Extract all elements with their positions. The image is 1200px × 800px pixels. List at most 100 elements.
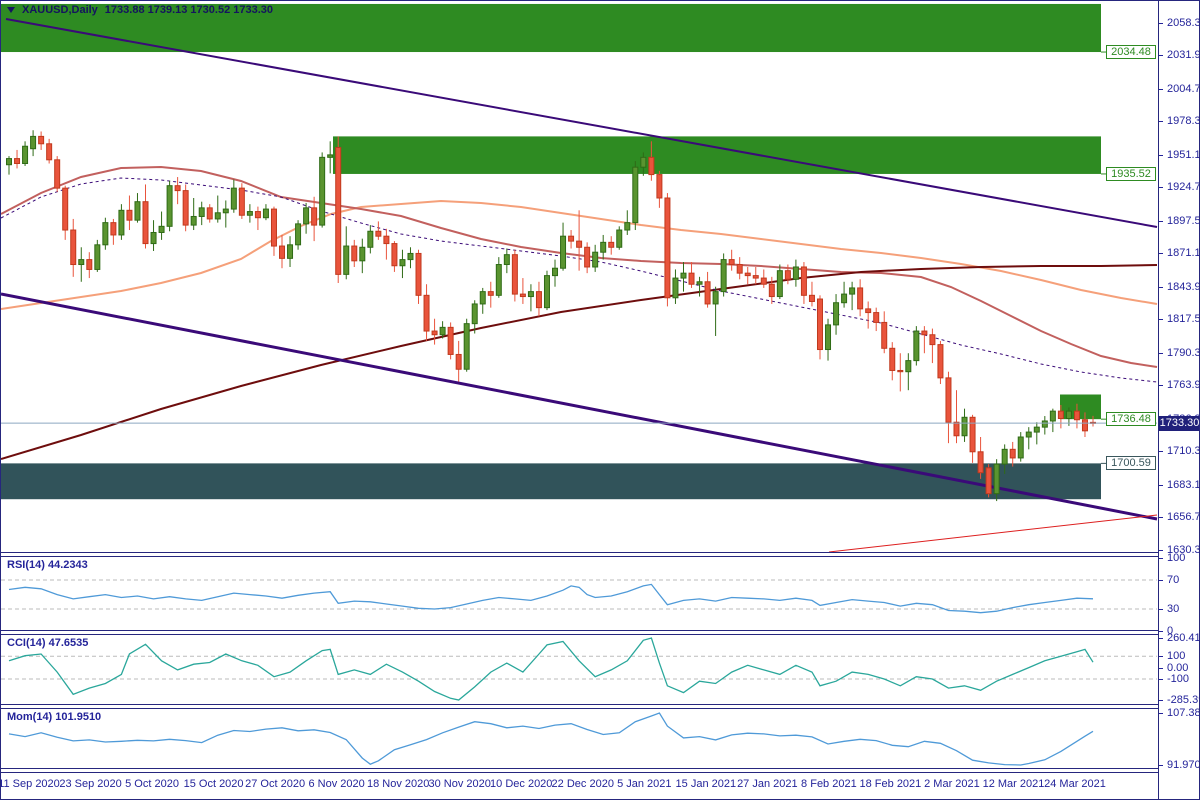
candle xyxy=(712,291,719,305)
axis-tick xyxy=(1159,187,1163,189)
momentum-label: Mom(14) 101.9510 xyxy=(7,711,102,723)
rsi-chart[interactable] xyxy=(1,557,1158,630)
candle xyxy=(279,245,286,259)
candle xyxy=(6,158,12,166)
candle xyxy=(664,197,671,299)
candle xyxy=(921,330,928,336)
candle xyxy=(1025,431,1032,438)
candle xyxy=(94,244,101,270)
axis-tick xyxy=(1159,220,1163,222)
axis-tick xyxy=(1159,549,1163,551)
indicator-tick-label: -100 xyxy=(1167,672,1190,685)
price-tick-label: 1683.10 xyxy=(1167,478,1199,491)
date-tick-label: 2 Mar 2021 xyxy=(924,778,980,790)
time-axis[interactable]: 11 Sep 2020 23 Sep 2020 5 Oct 2020 15 Oct 2… xyxy=(0,772,1158,799)
indicator-tick-label: -285.3927 xyxy=(1167,694,1199,707)
candle xyxy=(158,225,165,233)
candle xyxy=(560,235,567,269)
candle xyxy=(784,270,791,280)
candle xyxy=(1017,436,1024,459)
candle xyxy=(704,281,711,305)
price-axis[interactable]: 2058.30 2031.90 2004.70 1978.30 1951.10 1924.… xyxy=(1158,1,1200,799)
candle xyxy=(287,244,294,259)
candle xyxy=(672,277,679,299)
candle xyxy=(656,174,663,199)
candle xyxy=(945,377,952,423)
candle xyxy=(897,369,904,373)
candle xyxy=(648,156,655,176)
axis-tick xyxy=(1159,656,1163,658)
candle xyxy=(937,344,944,379)
candle xyxy=(873,312,880,323)
candle xyxy=(776,270,783,298)
axis-tick xyxy=(1159,667,1163,669)
candle xyxy=(744,272,751,277)
symbol-header: XAUUSD,Daily 1733.88 1739.13 1730.52 173… xyxy=(7,4,273,16)
price-chart[interactable] xyxy=(1,1,1158,552)
candle xyxy=(431,330,438,336)
panel-separator[interactable] xyxy=(1,768,1158,773)
candle xyxy=(889,347,896,371)
trend-line xyxy=(828,514,1158,552)
candle xyxy=(1073,410,1080,421)
candle xyxy=(969,416,976,453)
candle xyxy=(825,324,832,351)
ohlc-values: 1733.88 1739.13 1730.52 1733.30 xyxy=(104,4,274,16)
indicator-tick-label: 260.4115 xyxy=(1167,632,1200,644)
candle xyxy=(62,187,69,231)
price-tick-label: 1630.30 xyxy=(1167,543,1199,556)
candle xyxy=(206,207,213,220)
candle xyxy=(993,463,1000,495)
candle xyxy=(511,254,518,295)
cci-chart[interactable] xyxy=(1,635,1158,704)
candle xyxy=(343,245,350,275)
date-tick-label: 30 Nov 2020 xyxy=(428,778,491,790)
candle xyxy=(752,275,759,279)
candle xyxy=(70,229,77,266)
panel-separator[interactable] xyxy=(1,552,1158,557)
candle xyxy=(768,283,775,298)
date-tick-label: 22 Dec 2020 xyxy=(551,778,614,790)
candle xyxy=(495,264,502,296)
candle xyxy=(383,235,390,245)
candle xyxy=(728,259,735,266)
candle xyxy=(985,467,992,495)
candle xyxy=(463,323,470,370)
axis-tick xyxy=(1159,630,1163,632)
axis-tick xyxy=(1159,286,1163,288)
candle xyxy=(174,185,181,192)
candle xyxy=(552,267,559,277)
axis-tick xyxy=(1159,638,1163,639)
candle xyxy=(905,360,912,373)
candle xyxy=(977,451,984,474)
candle xyxy=(865,308,872,314)
symbol-dropdown-icon[interactable] xyxy=(7,7,15,13)
price-tick-label: 1710.30 xyxy=(1167,445,1199,458)
date-tick-label: 11 Sep 2020 xyxy=(0,778,60,790)
panel-separator[interactable] xyxy=(1,704,1158,709)
candle xyxy=(849,287,856,295)
indicator-tick-label: 30 xyxy=(1167,603,1180,616)
candle xyxy=(720,259,727,293)
candle xyxy=(230,187,237,210)
date-tick-label: 15 Oct 2020 xyxy=(183,778,244,790)
candle xyxy=(327,154,334,158)
candle xyxy=(696,281,703,285)
candle xyxy=(367,230,374,248)
axis-tick xyxy=(1159,580,1163,582)
date-tick-label: 12 Mar 2021 xyxy=(982,778,1045,790)
axis-tick xyxy=(1159,700,1163,702)
momentum-chart[interactable] xyxy=(1,709,1158,768)
axis-tick xyxy=(1159,88,1163,90)
price-zone xyxy=(1,3,1101,53)
candle xyxy=(929,334,936,346)
candle xyxy=(14,158,21,164)
date-tick-label: 5 Oct 2020 xyxy=(125,778,179,790)
candle xyxy=(543,275,550,309)
panel-separator[interactable] xyxy=(1,630,1158,635)
candle xyxy=(359,246,366,262)
candle xyxy=(439,326,446,336)
candle xyxy=(238,187,245,216)
candle xyxy=(535,291,542,309)
price-zone xyxy=(333,136,1101,174)
